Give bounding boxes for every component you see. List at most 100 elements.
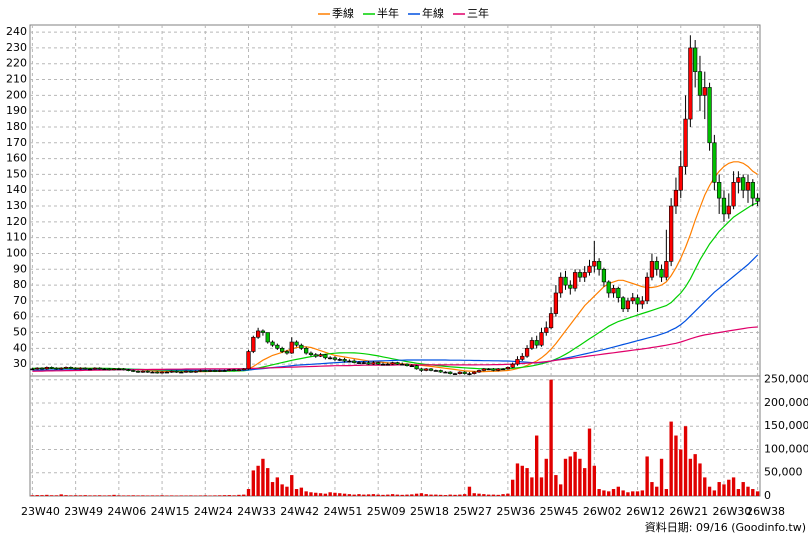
volume-bar	[419, 493, 424, 496]
candle-body	[712, 142, 717, 183]
volume-bar	[611, 489, 616, 496]
volume-bar	[645, 456, 649, 496]
candle-body	[688, 47, 693, 120]
candle-body	[97, 367, 102, 370]
x-tick-label: 26W12	[626, 505, 665, 518]
y-tick-label: 100	[6, 246, 27, 259]
candle-body	[164, 371, 170, 374]
y-tick-label: 210	[6, 73, 27, 86]
volume-bar	[621, 490, 625, 496]
candle-body	[755, 197, 760, 202]
candle-body	[294, 341, 299, 346]
x-tick-label: 26W38	[746, 505, 785, 518]
volume-bar	[169, 495, 174, 496]
candle-body	[131, 370, 136, 372]
candle-body	[683, 118, 688, 167]
volume-bar	[40, 495, 44, 496]
candle-body	[49, 367, 54, 369]
y-tick-label: 40	[13, 341, 27, 354]
candle-body	[241, 368, 246, 371]
volume-bar	[381, 494, 385, 496]
volume-bar	[698, 463, 702, 496]
candle-body	[529, 340, 534, 349]
candle-body	[721, 197, 727, 215]
candle-body	[491, 368, 496, 371]
volume-bar	[429, 494, 433, 496]
candle-body	[54, 367, 59, 370]
volume-bar	[136, 495, 140, 496]
volume-bar	[290, 475, 294, 496]
candle-body	[741, 177, 746, 191]
volume-bar	[491, 494, 496, 496]
candle-body	[289, 341, 294, 354]
volume-bar	[304, 491, 308, 496]
candle-body	[745, 182, 751, 191]
volume-bar	[688, 458, 693, 496]
volume-bar	[342, 493, 347, 496]
candle-body	[649, 261, 655, 278]
candle-body	[198, 370, 203, 372]
volume-bar	[376, 494, 380, 496]
volume-bar	[299, 487, 304, 496]
candle-body	[188, 370, 194, 373]
candle-body	[678, 166, 683, 191]
candle-body	[39, 367, 45, 370]
volume-bar	[189, 495, 193, 496]
volume-bar	[414, 493, 419, 496]
candle-body	[217, 370, 222, 372]
volume-bar	[578, 458, 582, 496]
candle-body	[140, 370, 145, 373]
candle-body	[68, 367, 73, 369]
plot-frame	[29, 24, 761, 497]
volume-bar	[198, 495, 203, 496]
y-tick-label: 140	[6, 183, 27, 196]
volume-bar	[683, 426, 688, 496]
volume-bar	[458, 494, 462, 496]
candle-body	[635, 297, 640, 305]
candle-body	[342, 359, 347, 362]
volume-bar	[261, 458, 265, 496]
volume-bar	[266, 468, 270, 496]
candle-body	[611, 287, 616, 294]
volume-bar	[438, 494, 443, 496]
volume-bar	[607, 491, 611, 496]
volume-bar	[448, 494, 452, 496]
y-tick-label: 110	[6, 231, 27, 244]
y-tick-label: 50	[13, 326, 27, 339]
volume-bar	[30, 495, 35, 496]
volume-bar	[227, 495, 231, 496]
volume-bar	[635, 491, 640, 496]
candle-body	[376, 362, 381, 365]
candle-body	[510, 363, 515, 368]
candle-body	[380, 363, 386, 366]
candle-body	[308, 352, 314, 355]
volume-bar	[371, 494, 376, 496]
legend-label: 季線	[332, 6, 354, 20]
volume-bar	[64, 495, 68, 496]
volume-bar	[112, 494, 116, 496]
y-tick-label: 160	[6, 152, 27, 165]
volume-bar	[165, 495, 169, 496]
candle-body	[448, 371, 453, 374]
candle-body	[592, 261, 597, 267]
candle-body	[625, 300, 631, 310]
candle-body	[486, 368, 491, 371]
volume-bar	[141, 495, 145, 496]
candle-body	[726, 205, 731, 215]
candle-body	[313, 354, 318, 357]
volume-bar	[501, 494, 505, 496]
candle-body	[361, 362, 366, 364]
volume-bar	[515, 463, 520, 496]
y-tick-label: 120	[6, 215, 27, 228]
volume-bar	[467, 486, 472, 496]
volume-bar	[54, 495, 59, 496]
y-tick-label: 30	[13, 357, 27, 370]
volume-bar	[530, 477, 534, 496]
candle-body	[539, 332, 544, 346]
volume-bar	[35, 495, 39, 496]
candle-body	[673, 189, 679, 207]
x-tick-label: 26W21	[669, 505, 708, 518]
y2-tick-label: 200,000	[764, 396, 808, 409]
legend-label: 半年	[377, 6, 399, 20]
legend-label: 三年	[467, 6, 489, 20]
